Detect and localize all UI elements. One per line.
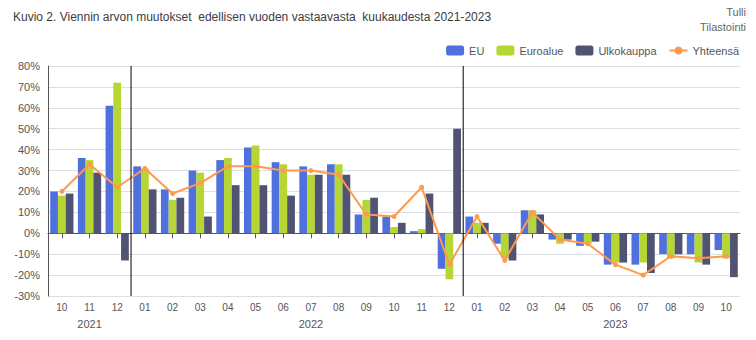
svg-text:2021: 2021: [77, 318, 101, 330]
svg-text:20%: 20%: [18, 185, 40, 197]
svg-text:03: 03: [527, 302, 539, 313]
svg-text:10: 10: [721, 302, 733, 313]
svg-text:02: 02: [167, 302, 179, 313]
svg-text:0%: 0%: [24, 227, 40, 239]
svg-text:-30%: -30%: [14, 290, 40, 302]
svg-text:05: 05: [250, 302, 262, 313]
svg-text:70%: 70%: [18, 81, 40, 93]
svg-text:80%: 80%: [18, 60, 40, 72]
svg-text:40%: 40%: [18, 144, 40, 156]
svg-text:06: 06: [278, 302, 290, 313]
svg-text:30%: 30%: [18, 165, 40, 177]
svg-text:01: 01: [139, 302, 151, 313]
svg-text:-20%: -20%: [14, 269, 40, 281]
svg-text:04: 04: [555, 302, 567, 313]
svg-text:11: 11: [416, 302, 427, 313]
svg-text:EU: EU: [469, 45, 484, 57]
svg-text:2022: 2022: [299, 318, 323, 330]
svg-text:04: 04: [222, 302, 234, 313]
svg-text:10: 10: [56, 302, 68, 313]
svg-text:09: 09: [361, 302, 373, 313]
svg-text:09: 09: [693, 302, 705, 313]
svg-text:07: 07: [305, 302, 317, 313]
svg-text:01: 01: [471, 302, 483, 313]
svg-text:08: 08: [333, 302, 345, 313]
svg-text:2023: 2023: [603, 318, 627, 330]
svg-text:10%: 10%: [18, 206, 40, 218]
svg-text:Ulkokauppa: Ulkokauppa: [598, 45, 657, 57]
svg-text:-10%: -10%: [14, 248, 40, 260]
svg-text:07: 07: [638, 302, 650, 313]
svg-text:Tulli: Tulli: [726, 6, 746, 18]
svg-text:10: 10: [388, 302, 400, 313]
svg-text:Euroalue: Euroalue: [519, 45, 563, 57]
svg-text:60%: 60%: [18, 102, 40, 114]
svg-text:12: 12: [444, 302, 456, 313]
svg-text:12: 12: [112, 302, 124, 313]
svg-text:03: 03: [195, 302, 207, 313]
svg-text:11: 11: [84, 302, 95, 313]
svg-text:50%: 50%: [18, 123, 40, 135]
svg-text:05: 05: [582, 302, 594, 313]
svg-text:Tilastointi: Tilastointi: [700, 21, 746, 33]
svg-text:08: 08: [665, 302, 677, 313]
svg-text:Kuvio 2. Viennin arvon muutoks: Kuvio 2. Viennin arvon muutokset edellis…: [13, 10, 491, 24]
svg-text:Yhteensä: Yhteensä: [693, 45, 740, 57]
svg-text:06: 06: [610, 302, 622, 313]
svg-text:02: 02: [499, 302, 511, 313]
